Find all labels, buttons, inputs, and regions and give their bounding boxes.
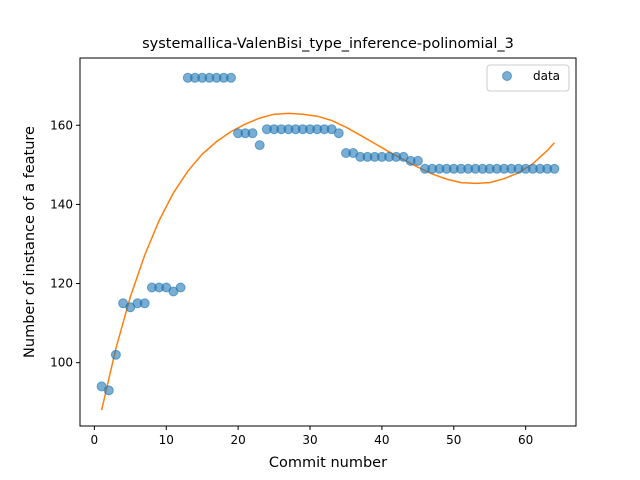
x-tick-label: 0	[91, 433, 99, 447]
data-point	[413, 156, 422, 165]
chart-title: systemallica-ValenBisi_type_inference-po…	[142, 36, 514, 52]
x-tick-label: 60	[518, 433, 533, 447]
x-axis-label: Commit number	[269, 455, 387, 471]
data-point	[111, 350, 120, 359]
data-point	[227, 73, 236, 82]
y-tick-label: 160	[50, 118, 73, 132]
fit-curve-layer	[102, 113, 555, 410]
y-axis-label: Number of instance of a feature	[22, 126, 38, 358]
fit-curve	[102, 113, 555, 410]
legend-marker	[503, 72, 512, 81]
data-point	[104, 386, 113, 395]
x-axis-ticks: 0 10 20 30 40 50 60	[91, 426, 534, 447]
data-point	[334, 129, 343, 138]
data-point	[248, 129, 257, 138]
x-tick-label: 40	[374, 433, 389, 447]
x-tick-label: 50	[446, 433, 461, 447]
x-tick-label: 10	[159, 433, 174, 447]
data-point	[550, 164, 559, 173]
plot-frame	[80, 58, 576, 426]
data-point	[255, 141, 264, 150]
x-tick-label: 20	[231, 433, 246, 447]
y-tick-label: 100	[50, 356, 73, 370]
y-tick-label: 120	[50, 277, 73, 291]
y-tick-label: 140	[50, 197, 73, 211]
legend: data	[487, 65, 569, 91]
x-tick-label: 30	[302, 433, 317, 447]
y-axis-ticks: 100 120 140 160	[50, 118, 80, 369]
data-point	[140, 299, 149, 308]
plot-area	[80, 58, 576, 426]
data-point	[176, 283, 185, 292]
legend-entry-data: data	[533, 69, 560, 83]
data-points-layer	[97, 73, 559, 395]
